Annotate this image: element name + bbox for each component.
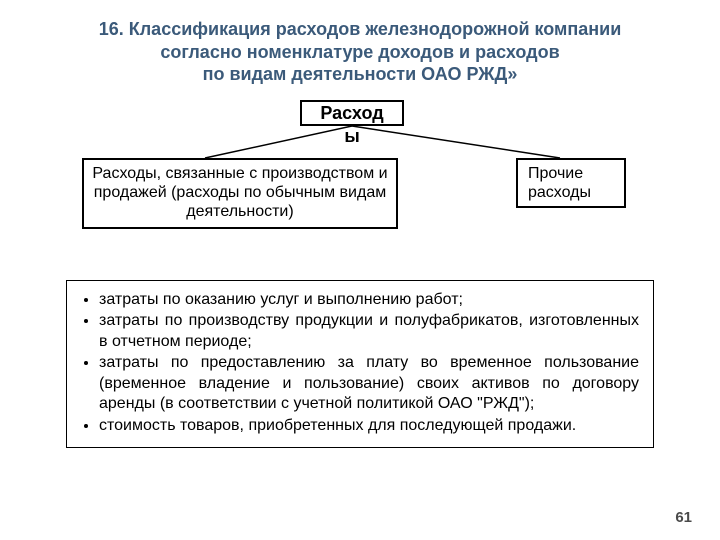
list-item: затраты по производству продукции и полу…: [99, 311, 639, 352]
page-number: 61: [675, 509, 692, 526]
root-node: Расход: [300, 100, 404, 127]
title-line-1: 16. Классификация расходов железнодорожн…: [99, 19, 622, 39]
title-line-2: согласно номенклатуре доходов и расходов: [160, 42, 559, 62]
page-title: 16. Классификация расходов железнодорожн…: [0, 0, 720, 86]
right-child-label: Прочие расходы: [528, 165, 591, 201]
title-line-3: по видам деятельности ОАО РЖД»: [203, 64, 518, 84]
root-node-label: Расход: [320, 103, 383, 123]
left-child-node: Расходы, связанные с производством и про…: [82, 158, 398, 230]
right-child-node: Прочие расходы: [516, 158, 626, 208]
bullet-list-container: затраты по оказанию услуг и выполнению р…: [66, 280, 654, 448]
left-child-label: Расходы, связанные с производством и про…: [92, 165, 387, 220]
list-item: затраты по предоставлению за плату во вр…: [99, 353, 639, 414]
list-item: стоимость товаров, приобретенных для пос…: [99, 416, 639, 436]
root-node-overflow: ы: [300, 126, 404, 147]
list-item: затраты по оказанию услуг и выполнению р…: [99, 290, 639, 310]
bullet-list: затраты по оказанию услуг и выполнению р…: [81, 290, 639, 436]
classification-tree: Расход ы Расходы, связанные с производст…: [0, 86, 720, 266]
